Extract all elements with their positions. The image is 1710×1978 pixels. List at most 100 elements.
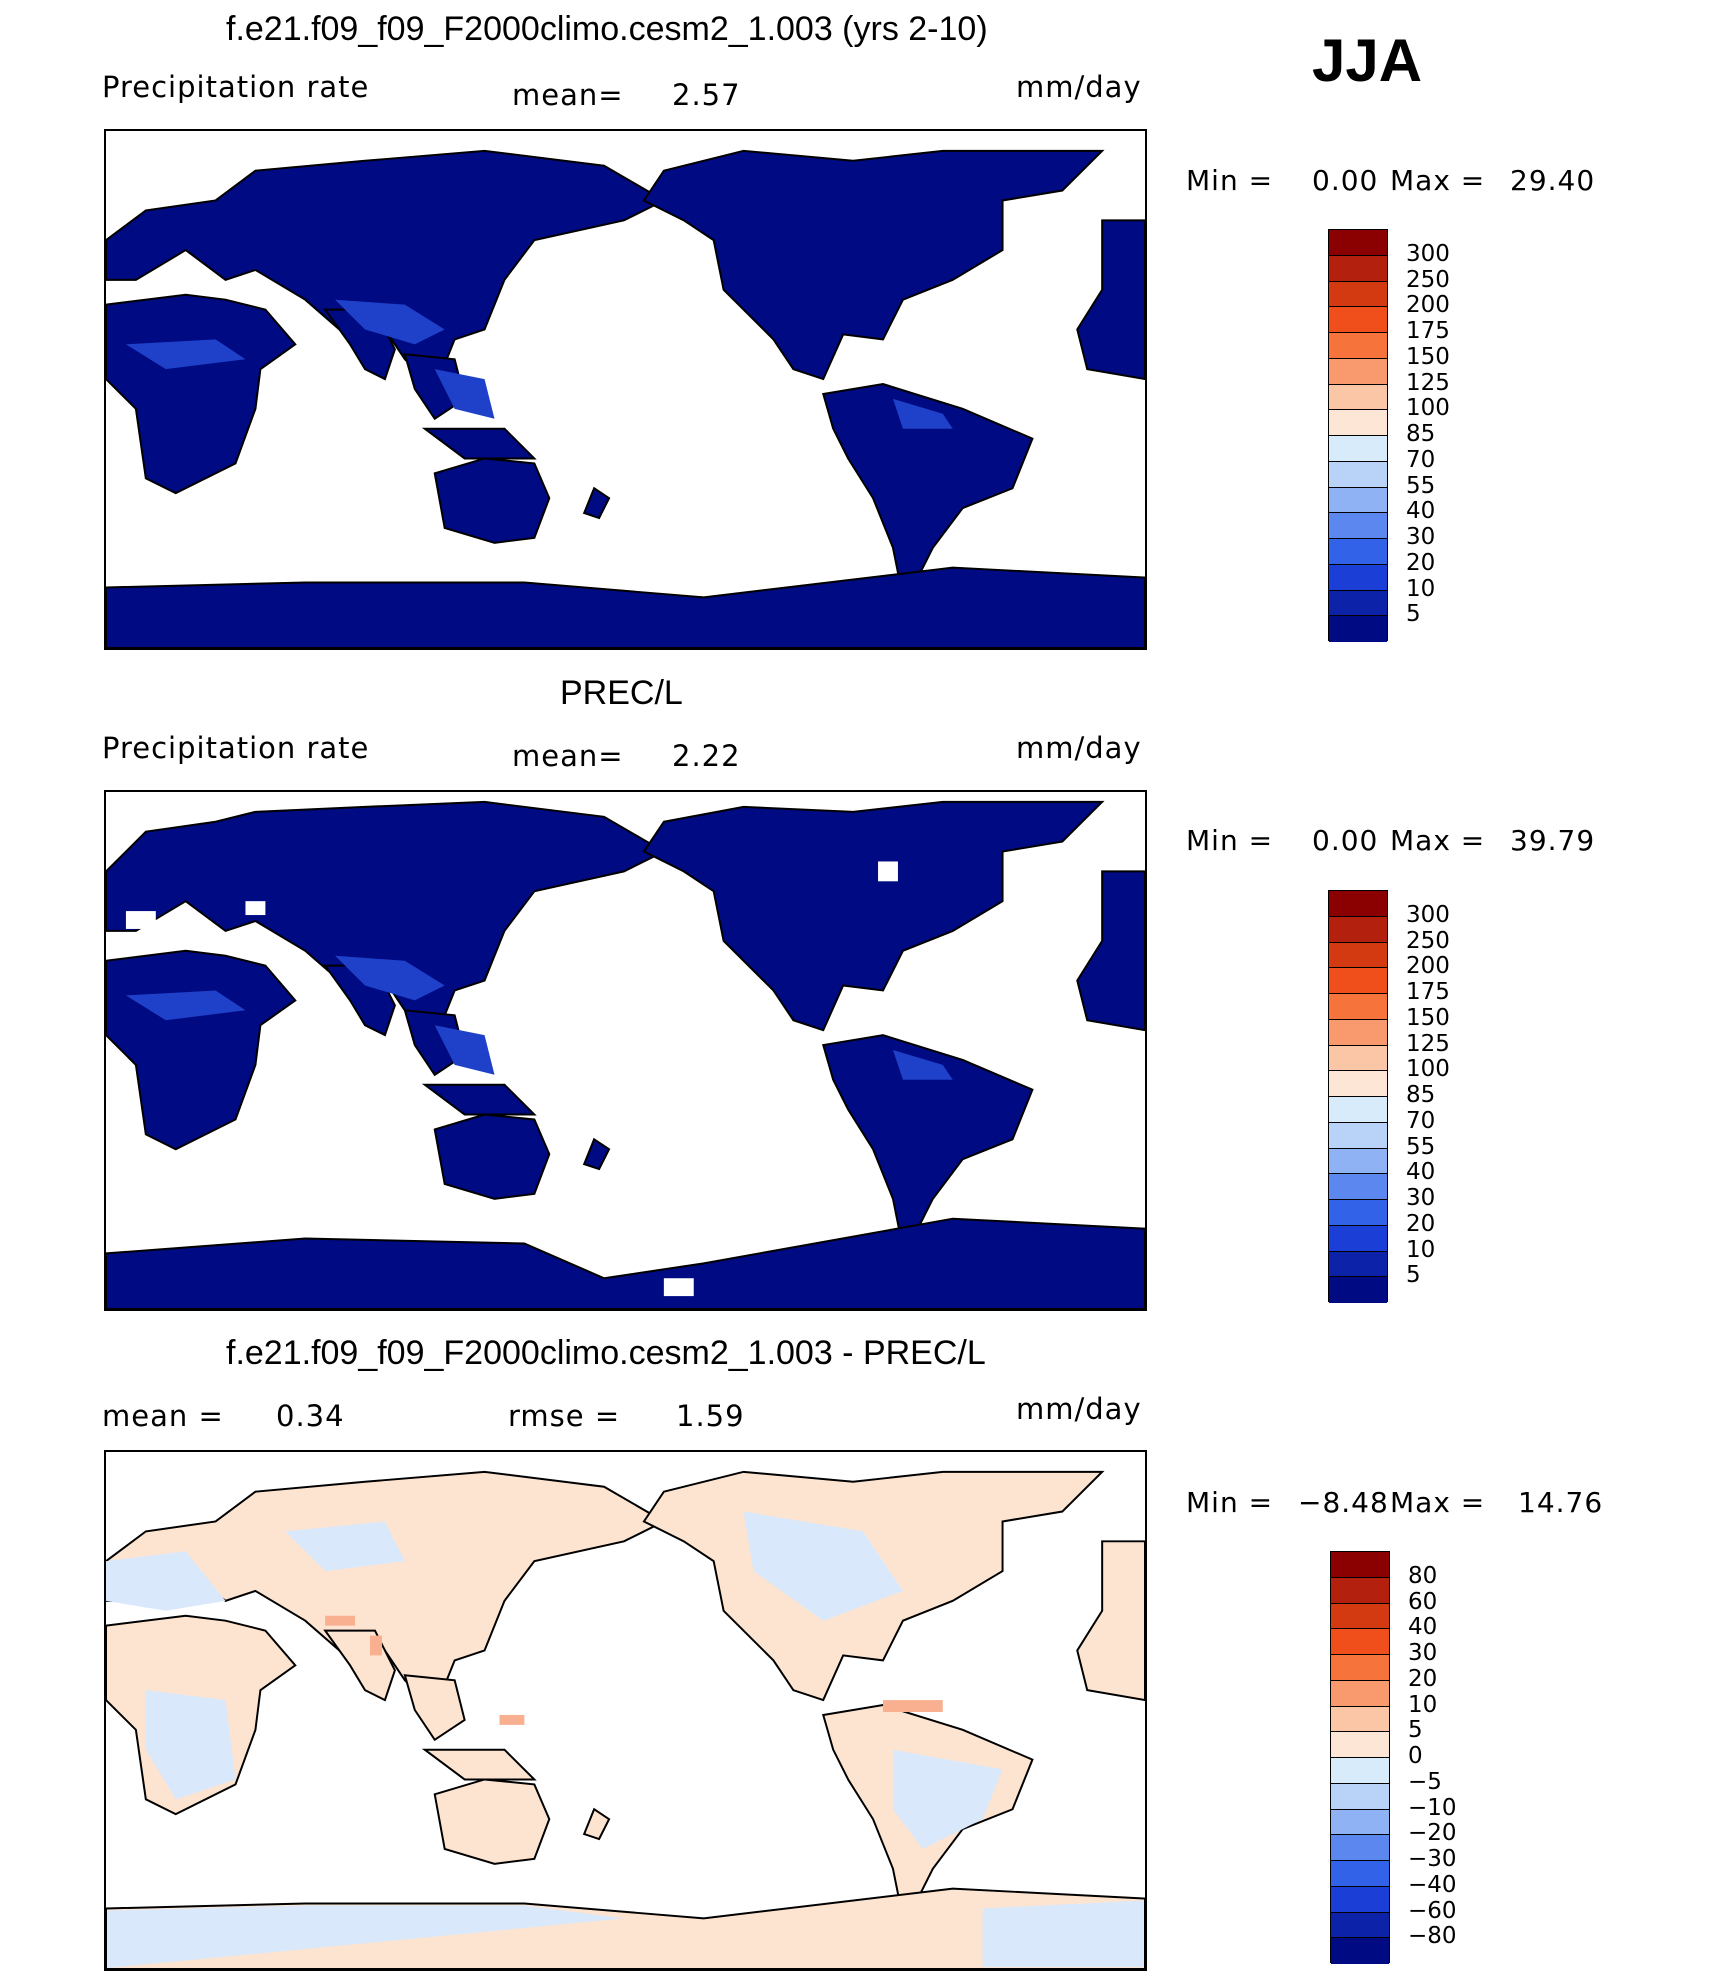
panel-1-variable-label: Precipitation rate <box>102 70 370 104</box>
colorbar-tick-label: 300 <box>1406 240 1450 267</box>
colorbar-tick-label: −40 <box>1408 1871 1457 1898</box>
colorbar-swatch <box>1331 1861 1389 1887</box>
panel-3-max-label: Max = <box>1390 1486 1486 1519</box>
colorbar-swatch <box>1329 994 1387 1020</box>
panel-3-colorbar <box>1330 1551 1390 1964</box>
colorbar-tick-label: −10 <box>1408 1794 1457 1821</box>
colorbar-tick-label: 0 <box>1408 1743 1423 1769</box>
panel-1-map <box>104 129 1147 650</box>
panel-1-land <box>106 149 1145 648</box>
panel-2-map <box>104 790 1147 1311</box>
colorbar-tick-label: 85 <box>1406 421 1436 447</box>
colorbar-tick-label: 250 <box>1406 266 1450 293</box>
colorbar-swatch <box>1329 487 1387 514</box>
colorbar-swatch <box>1329 461 1387 488</box>
colorbar-swatch <box>1331 1577 1389 1604</box>
colorbar-swatch <box>1329 1097 1387 1123</box>
colorbar-swatch <box>1329 1148 1387 1175</box>
colorbar-swatch <box>1329 281 1387 308</box>
colorbar-swatch <box>1329 616 1387 642</box>
colorbar-tick-label: 5 <box>1406 601 1421 628</box>
panel-3-units: mm/day <box>1016 1392 1142 1426</box>
panel-1-mean-label: mean= <box>512 78 624 112</box>
panel-3-rmse-label: rmse = <box>508 1399 621 1433</box>
panel-1-max-value: 29.40 <box>1510 164 1596 197</box>
colorbar-tick-label: 40 <box>1408 1614 1438 1641</box>
panel-1-mean-value: 2.57 <box>672 78 741 112</box>
colorbar-tick-label: 175 <box>1406 318 1450 344</box>
colorbar-tick-label: 30 <box>1408 1640 1438 1666</box>
colorbar-swatch <box>1331 1706 1389 1733</box>
panel-2-units: mm/day <box>1016 731 1142 765</box>
colorbar-swatch <box>1329 1045 1387 1072</box>
panel-3-max-value: 14.76 <box>1518 1486 1604 1519</box>
colorbar-tick-label: 100 <box>1406 1056 1450 1083</box>
colorbar-tick-label: −60 <box>1408 1897 1457 1924</box>
colorbar-tick-label: 125 <box>1406 1030 1450 1057</box>
colorbar-swatch <box>1331 1629 1389 1655</box>
colorbar-tick-label: 55 <box>1406 1133 1436 1160</box>
colorbar-swatch <box>1329 1251 1387 1278</box>
colorbar-swatch <box>1331 1758 1389 1784</box>
colorbar-swatch <box>1329 1019 1387 1046</box>
colorbar-swatch <box>1329 590 1387 617</box>
colorbar-swatch <box>1331 1552 1389 1578</box>
panel-1-title: f.e21.f09_f09_F2000climo.cesm2_1.003 (yr… <box>226 10 988 48</box>
colorbar-tick-label: 250 <box>1406 927 1450 954</box>
colorbar-swatch <box>1329 1071 1387 1097</box>
colorbar-tick-label: 175 <box>1406 979 1450 1005</box>
panel-3-negative-regions <box>106 1511 1144 1969</box>
panel-3-map <box>104 1450 1147 1971</box>
colorbar-swatch <box>1331 1732 1389 1758</box>
colorbar-swatch <box>1329 1200 1387 1226</box>
panel-3-mean-value: 0.34 <box>276 1399 345 1433</box>
panel-2-min-label: Min = <box>1186 824 1274 857</box>
panel-2-title: PREC/L <box>560 674 683 712</box>
colorbar-swatch <box>1329 942 1387 969</box>
panel-2-max-value: 39.79 <box>1510 824 1596 857</box>
panel-2-max-label: Max = <box>1390 824 1486 857</box>
colorbar-tick-label: 30 <box>1406 1185 1436 1211</box>
colorbar-swatch <box>1331 1603 1389 1630</box>
panel-1-wet-regions <box>125 299 953 429</box>
colorbar-tick-label: 20 <box>1406 1210 1436 1237</box>
colorbar-swatch <box>1329 1277 1387 1303</box>
panel-3-mean-label: mean = <box>102 1399 224 1433</box>
panel-1-colorbar <box>1328 229 1388 642</box>
colorbar-swatch <box>1329 1122 1387 1149</box>
colorbar-tick-label: 20 <box>1406 549 1436 576</box>
colorbar-tick-label: 40 <box>1406 1159 1436 1186</box>
colorbar-swatch <box>1329 513 1387 539</box>
panel-2-map-svg <box>106 800 1145 1309</box>
panel-2-mean-label: mean= <box>512 739 624 773</box>
colorbar-tick-label: 40 <box>1406 498 1436 525</box>
panel-3-strong-positive-regions <box>325 1615 943 1725</box>
colorbar-tick-label: 125 <box>1406 369 1450 396</box>
colorbar-tick-label: 5 <box>1406 1262 1421 1289</box>
panel-1-max-label: Max = <box>1390 164 1486 197</box>
colorbar-tick-label: 10 <box>1406 1236 1436 1263</box>
colorbar-swatch <box>1331 1809 1389 1836</box>
colorbar-swatch <box>1331 1655 1389 1681</box>
panel-2-missing-cells <box>125 861 898 1297</box>
season-label: JJA <box>1312 27 1423 94</box>
colorbar-swatch <box>1329 307 1387 333</box>
colorbar-swatch <box>1329 230 1387 256</box>
panel-3-map-svg <box>106 1470 1145 1969</box>
colorbar-swatch <box>1329 384 1387 411</box>
colorbar-swatch <box>1331 1886 1389 1913</box>
panel-1-min-label: Min = <box>1186 164 1274 197</box>
colorbar-tick-label: 10 <box>1406 575 1436 602</box>
colorbar-tick-label: 80 <box>1408 1562 1438 1589</box>
colorbar-tick-label: 10 <box>1408 1691 1438 1718</box>
colorbar-tick-label: 55 <box>1406 472 1436 499</box>
panel-1-units: mm/day <box>1016 70 1142 104</box>
colorbar-tick-label: 200 <box>1406 292 1450 319</box>
colorbar-swatch <box>1331 1835 1389 1861</box>
colorbar-swatch <box>1331 1938 1389 1964</box>
colorbar-swatch <box>1329 333 1387 359</box>
colorbar-swatch <box>1329 891 1387 917</box>
panel-1-min-value: 0.00 <box>1312 164 1379 197</box>
colorbar-swatch <box>1329 564 1387 591</box>
panel-3-land <box>106 1470 1145 1969</box>
